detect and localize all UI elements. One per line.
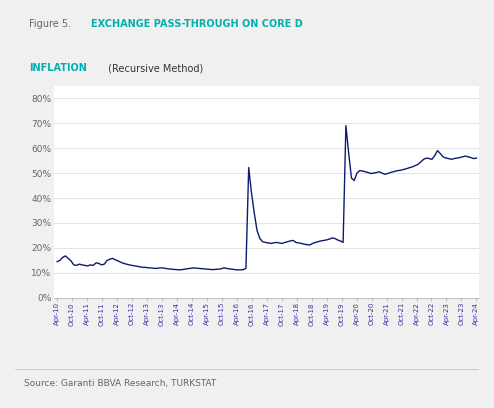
Text: (Recursive Method): (Recursive Method) — [105, 63, 204, 73]
Text: Source: Garanti BBVA Research, TURKSTAT: Source: Garanti BBVA Research, TURKSTAT — [24, 379, 216, 388]
Text: EXCHANGE PASS-THROUGH ON CORE D: EXCHANGE PASS-THROUGH ON CORE D — [91, 19, 303, 29]
Text: Figure 5.: Figure 5. — [29, 19, 74, 29]
Text: INFLATION: INFLATION — [29, 63, 86, 73]
